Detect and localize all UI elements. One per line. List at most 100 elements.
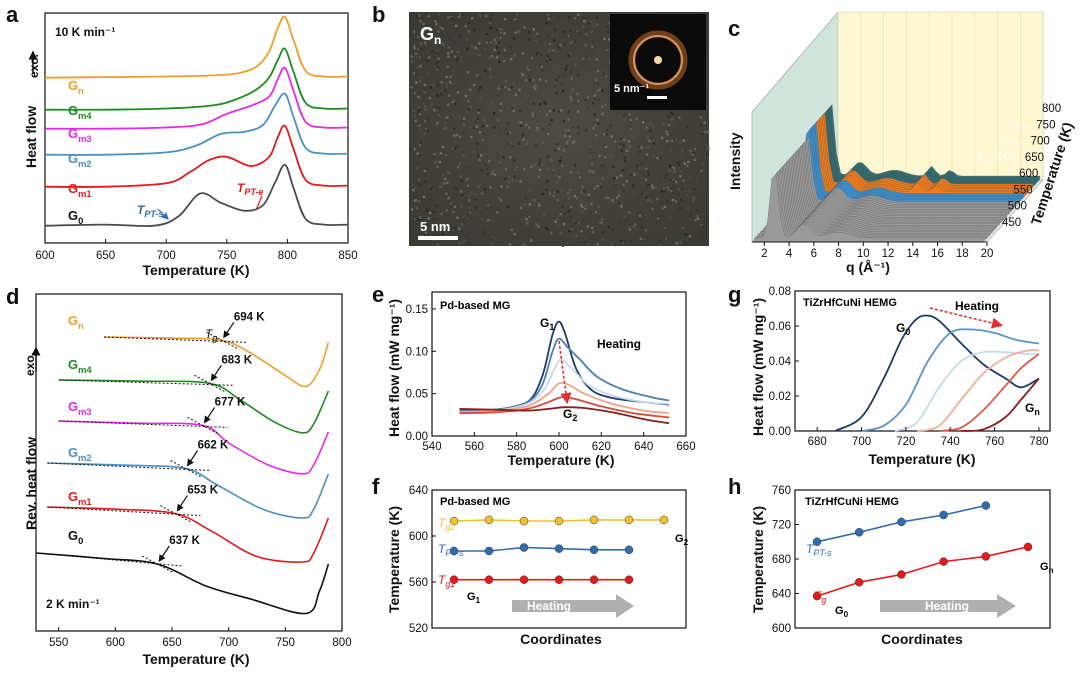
tem-grain: [584, 21, 587, 24]
tem-grain: [448, 38, 451, 41]
tem-grain: [664, 205, 667, 209]
tem-grain: [495, 38, 498, 41]
tem-grain: [440, 212, 443, 216]
tem-grain: [628, 211, 631, 214]
series-label-a-Gm3-sub: m3: [78, 134, 92, 144]
tem-grain: [586, 22, 590, 25]
tem-grain: [458, 242, 461, 245]
tem-grain: [459, 190, 463, 193]
tem-grain: [628, 113, 631, 116]
tem-grain: [558, 176, 561, 179]
tem-grain: [703, 130, 706, 134]
tem-grain: [484, 163, 487, 167]
panel-b: b Gn 5 nm⁻¹ 5 nm: [372, 2, 710, 247]
tem-grain: [554, 81, 557, 85]
tem-grain: [481, 139, 485, 142]
tem-grain: [570, 77, 573, 80]
tem-grain: [515, 180, 518, 183]
tem-grain: [623, 156, 626, 159]
tem-grain: [487, 204, 490, 207]
tem-grain: [660, 201, 663, 204]
tem-grain: [584, 240, 588, 243]
tem-grain: [463, 57, 466, 60]
tem-grain: [534, 144, 538, 147]
tem-grain: [569, 95, 572, 99]
tem-grain: [425, 13, 428, 16]
tem-grain: [573, 194, 577, 198]
tem-grain: [525, 65, 529, 69]
xtick-label-a: 650: [96, 250, 115, 262]
tem-grain: [660, 151, 664, 154]
panel-label-h: h: [728, 474, 741, 499]
tem-grain: [439, 26, 442, 29]
tem-grain: [611, 228, 615, 231]
tem-grain: [682, 227, 685, 230]
tem-grain: [604, 156, 607, 159]
tem-grain: [438, 160, 441, 164]
point-f-tg2: [519, 516, 529, 526]
panel-label-b: b: [372, 2, 385, 27]
ytick-label-e: 0.00: [406, 431, 428, 443]
tem-grain: [544, 167, 548, 171]
tem-grain: [664, 175, 667, 179]
tem-grain: [668, 164, 672, 168]
tem-grain: [424, 230, 428, 234]
series-label-a-Gm1-sub: m1: [78, 189, 92, 199]
tem-grain: [594, 134, 598, 137]
tem-grain: [655, 222, 658, 225]
tem-grain: [608, 21, 612, 25]
tem-grain: [526, 220, 530, 223]
ztick-label-c: 700: [1031, 136, 1050, 148]
tem-grain: [429, 157, 432, 160]
tem-grain: [570, 205, 573, 209]
plot-frame-d: [35, 293, 343, 632]
ztick-label-c: 750: [1036, 119, 1055, 131]
tem-grain: [435, 68, 439, 71]
tem-grain: [639, 237, 643, 240]
tem-grain: [485, 32, 488, 36]
tem-grain: [414, 52, 418, 55]
tem-grain: [667, 188, 670, 191]
tem-grain: [474, 46, 477, 50]
tem-grain: [449, 166, 453, 169]
tem-grain: [442, 182, 445, 185]
tem-grain: [556, 218, 559, 221]
tem-grain: [660, 189, 664, 193]
tem-grain: [634, 223, 637, 226]
tem-grain: [596, 89, 600, 93]
tem-grain: [466, 178, 469, 181]
tem-grain: [595, 72, 598, 75]
tem-grain: [434, 204, 438, 207]
tem-grain: [586, 243, 589, 246]
tem-grain: [480, 168, 483, 172]
tem-grain: [585, 230, 588, 233]
tem-grain: [645, 177, 648, 180]
point-f-tg1: [449, 575, 459, 584]
tem-grain: [543, 101, 546, 104]
series-label-d-Gn: Gn: [68, 313, 84, 331]
tem-grain: [618, 146, 621, 149]
tem-grain: [584, 236, 587, 239]
ylabel-g: Heat flow (mW mg⁻¹): [750, 298, 766, 436]
tem-grain: [462, 154, 465, 157]
tem-grain: [497, 94, 500, 98]
series-label-a-G0: G0: [68, 208, 83, 226]
tem-grain: [574, 63, 577, 66]
tem-grain: [655, 140, 658, 144]
tem-grain: [422, 22, 425, 26]
tem-grain: [556, 198, 559, 202]
tem-grain: [488, 156, 491, 159]
tem-grain: [437, 13, 441, 16]
tem-grain: [583, 19, 586, 22]
tem-grain: [591, 230, 595, 234]
tem-grain: [538, 162, 541, 166]
tem-grain: [602, 234, 606, 237]
tem-grain: [541, 128, 545, 131]
tpte-arrow-a: [255, 195, 263, 211]
tem-grain: [444, 116, 447, 119]
tem-grain: [511, 144, 514, 147]
tem-grain: [581, 66, 584, 69]
tem-grain: [495, 46, 499, 49]
tem-grain: [418, 128, 421, 131]
tem-grain: [558, 47, 561, 50]
